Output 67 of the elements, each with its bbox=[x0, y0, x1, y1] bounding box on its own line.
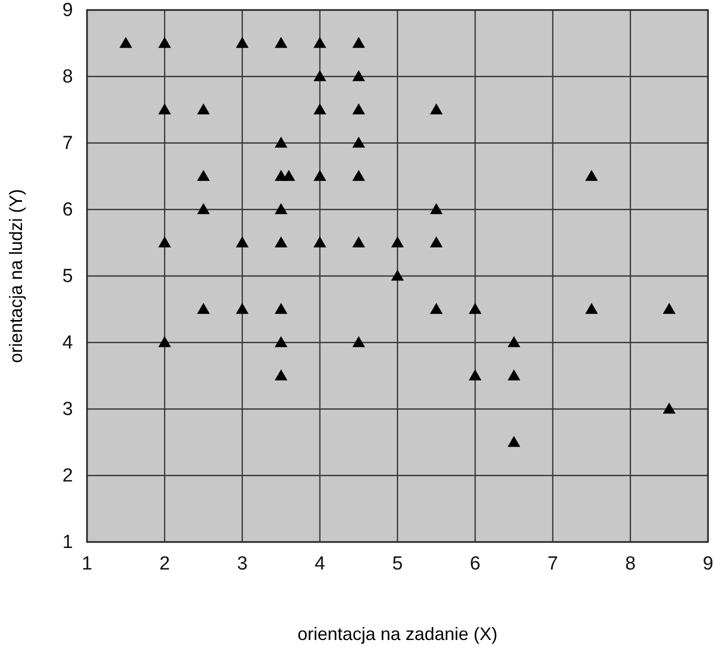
x-tick-label: 5 bbox=[392, 553, 403, 574]
point bbox=[197, 170, 210, 181]
point bbox=[352, 70, 366, 82]
point bbox=[236, 236, 249, 248]
point bbox=[391, 270, 404, 281]
point bbox=[314, 103, 326, 114]
x-tick-label: 4 bbox=[314, 553, 326, 574]
point bbox=[282, 170, 296, 181]
point bbox=[585, 302, 598, 314]
point bbox=[274, 36, 288, 48]
point bbox=[314, 170, 326, 181]
point bbox=[197, 302, 210, 314]
point bbox=[274, 302, 288, 314]
y-tick-label: 8 bbox=[62, 66, 73, 88]
point bbox=[274, 136, 288, 148]
y-tick-label: 4 bbox=[62, 332, 74, 354]
y-tick-label: 2 bbox=[62, 466, 73, 487]
point bbox=[274, 203, 288, 214]
point bbox=[236, 302, 249, 314]
point bbox=[352, 170, 366, 181]
point bbox=[236, 36, 249, 48]
x-tick-label: 2 bbox=[159, 553, 170, 574]
point bbox=[468, 369, 482, 380]
point bbox=[391, 236, 404, 248]
point bbox=[352, 103, 366, 114]
point bbox=[119, 36, 132, 48]
y-tick-label: 1 bbox=[62, 532, 73, 554]
point bbox=[468, 302, 482, 314]
point bbox=[197, 203, 210, 214]
point bbox=[352, 136, 366, 148]
x-tick-label: 9 bbox=[702, 553, 714, 574]
point bbox=[352, 36, 366, 48]
point bbox=[430, 302, 443, 314]
point bbox=[158, 236, 171, 248]
point bbox=[197, 103, 210, 114]
point bbox=[585, 170, 598, 181]
point bbox=[508, 436, 520, 447]
point bbox=[274, 336, 288, 348]
y-tick-label: 9 bbox=[62, 0, 73, 22]
point bbox=[158, 36, 171, 48]
point bbox=[662, 402, 676, 414]
x-axis-title: orientacja na zadanie (X) bbox=[297, 624, 498, 644]
point bbox=[508, 336, 520, 348]
y-tick-label: 3 bbox=[62, 399, 73, 420]
point bbox=[274, 236, 288, 248]
point bbox=[274, 369, 288, 380]
point bbox=[158, 336, 171, 348]
x-tick-label: 3 bbox=[236, 553, 248, 574]
x-tick-label: 6 bbox=[470, 553, 480, 574]
x-tick-label: 7 bbox=[547, 553, 558, 574]
y-tick-label: 5 bbox=[62, 266, 73, 288]
point bbox=[314, 36, 326, 48]
point bbox=[352, 236, 366, 248]
y-tick-label: 6 bbox=[62, 200, 73, 221]
point bbox=[352, 336, 366, 348]
point bbox=[430, 103, 443, 114]
y-tick-label: 7 bbox=[62, 133, 73, 154]
point bbox=[508, 369, 520, 380]
point bbox=[158, 103, 171, 114]
x-tick-label: 1 bbox=[82, 553, 92, 574]
point bbox=[314, 236, 326, 248]
point bbox=[430, 203, 443, 214]
point bbox=[430, 236, 443, 248]
point bbox=[662, 302, 676, 314]
point bbox=[314, 70, 326, 82]
x-tick-label: 8 bbox=[625, 553, 636, 574]
y-axis-title: orientacja na ludzi (Y) bbox=[6, 188, 26, 364]
